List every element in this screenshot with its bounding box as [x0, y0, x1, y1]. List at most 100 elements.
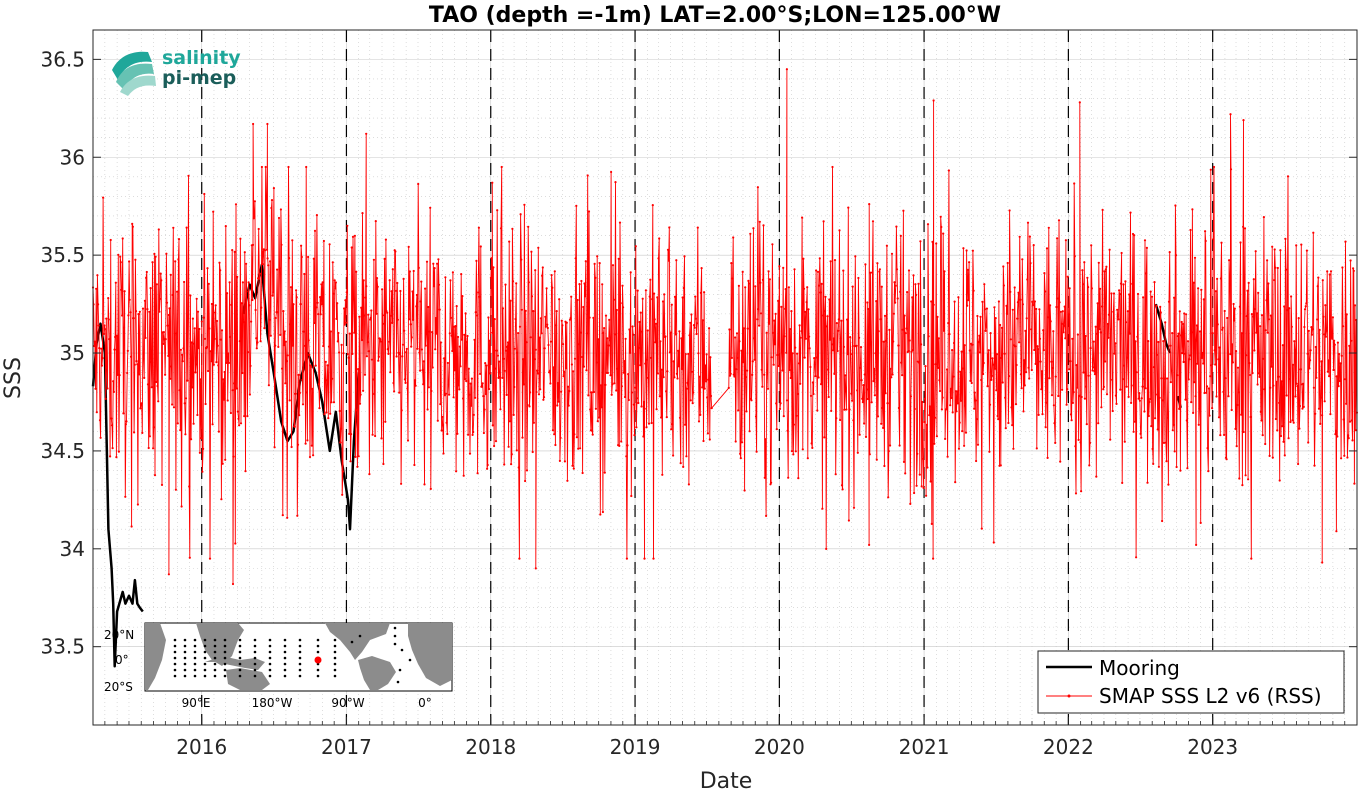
smap-point [1208, 414, 1211, 417]
smap-point [294, 392, 297, 395]
smap-point [681, 296, 684, 299]
smap-point [224, 225, 227, 228]
smap-point [382, 314, 386, 317]
smap-point [839, 418, 842, 422]
smap-point [1143, 239, 1147, 242]
smap-point [195, 297, 198, 300]
smap-point [895, 225, 898, 228]
smap-point [836, 349, 839, 353]
smap-point [427, 305, 430, 309]
smap-point [983, 308, 987, 311]
smap-point [525, 469, 529, 472]
smap-point [474, 311, 477, 314]
smap-point [1012, 447, 1015, 450]
smap-point [1280, 380, 1283, 383]
smap-point [1009, 290, 1012, 293]
inset-map-frame [144, 622, 453, 692]
smap-point [210, 360, 213, 363]
smap-point [388, 340, 391, 343]
smap-point [989, 332, 992, 335]
smap-point [138, 310, 141, 313]
smap-point [441, 424, 444, 427]
smap-point [732, 236, 735, 239]
smap-point [1054, 441, 1057, 444]
smap-point [341, 470, 344, 473]
smap-point [684, 423, 687, 426]
smap-point [236, 275, 239, 278]
smap-point [898, 444, 901, 447]
smap-point [321, 281, 324, 284]
smap-point [1189, 228, 1192, 232]
smap-point [320, 303, 324, 306]
smap-point [343, 307, 346, 310]
smap-point [678, 416, 682, 419]
smap-point [546, 323, 549, 326]
smap-point [408, 270, 411, 273]
smap-point [1052, 330, 1055, 333]
smap-point [1057, 394, 1060, 398]
smap-point [212, 363, 215, 366]
smap-point [264, 165, 267, 169]
smap-point [838, 229, 841, 232]
smap-point [331, 261, 334, 264]
smap-point [785, 68, 789, 71]
smap-point [551, 286, 554, 289]
wave-logo-icon [112, 51, 156, 96]
smap-point [384, 420, 387, 423]
smap-point [1077, 438, 1080, 441]
smap-point [1171, 332, 1174, 335]
smap-point [1172, 423, 1175, 426]
smap-point [1276, 429, 1279, 432]
smap-point [765, 331, 768, 334]
smap-point [335, 317, 338, 320]
smap-point [1217, 358, 1220, 361]
smap-point [271, 294, 274, 297]
smap-point [319, 296, 322, 299]
smap-point [1338, 379, 1341, 383]
smap-point [214, 304, 217, 307]
smap-point [278, 267, 281, 270]
smap-point [952, 341, 956, 345]
smap-point [1303, 308, 1307, 311]
smap-point [1064, 337, 1067, 340]
smap-point [93, 340, 96, 343]
smap-point [1100, 305, 1104, 308]
smap-point [652, 557, 655, 560]
smap-point [256, 341, 259, 344]
smap-point [1347, 437, 1350, 440]
smap-point [994, 317, 997, 320]
smap-point [128, 298, 131, 301]
smap-point [1044, 290, 1047, 293]
smap-point [391, 268, 394, 271]
smap-point [1216, 323, 1219, 326]
smap-point [816, 409, 819, 412]
smap-point [1242, 225, 1245, 228]
smap-point [1194, 395, 1197, 398]
smap-point [642, 435, 645, 438]
smap-point [1040, 388, 1043, 391]
smap-point [370, 309, 373, 312]
smap-point [382, 462, 385, 466]
smap-point [923, 420, 926, 424]
smap-point [412, 269, 415, 273]
smap-point [1024, 329, 1027, 332]
smap-point [907, 349, 910, 353]
y-tick-label: 34 [60, 537, 85, 561]
smap-point [1212, 165, 1216, 169]
smap-point [870, 401, 873, 404]
smap-point [644, 289, 648, 292]
smap-point [913, 491, 916, 495]
smap-point [671, 423, 674, 426]
smap-point [1212, 238, 1215, 241]
smap-point [200, 437, 203, 440]
smap-point [620, 385, 623, 388]
buoy-dot [173, 662, 177, 666]
smap-point [608, 339, 611, 342]
smap-point [1223, 309, 1226, 313]
smap-point [460, 273, 463, 276]
smap-point [675, 259, 678, 262]
smap-point [766, 387, 770, 390]
smap-point [94, 387, 97, 390]
smap-point [985, 307, 989, 310]
